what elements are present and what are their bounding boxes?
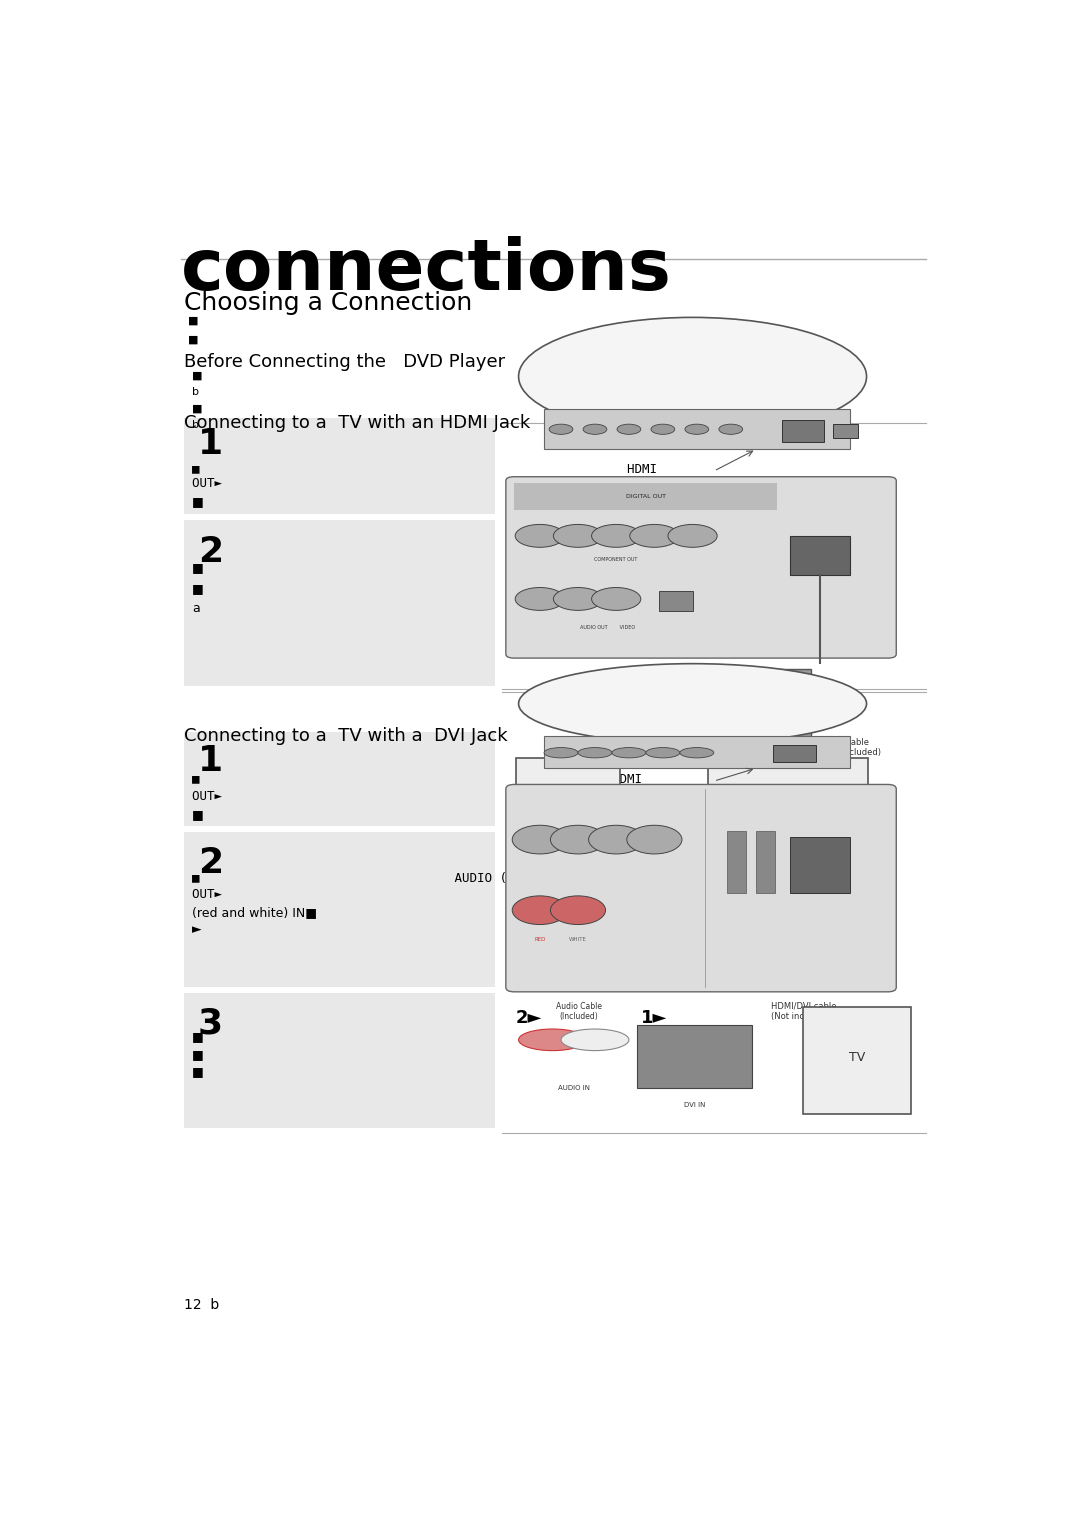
Text: Audio Cable
(Included): Audio Cable (Included) [555,1001,602,1021]
Text: ■                                  AUDIO (red and white): ■ AUDIO (red and white) [192,872,612,885]
Text: Connecting to a  TV with an HDMI Jack: Connecting to a TV with an HDMI Jack [184,415,530,433]
FancyBboxPatch shape [184,992,495,1128]
Text: ■: ■ [192,404,202,413]
Text: 2: 2 [198,535,222,568]
Text: 1: 1 [198,744,222,777]
Text: OUT►                                              HDMI IN►: OUT► HDMI IN► [192,477,626,491]
FancyBboxPatch shape [184,520,495,686]
Text: ■: ■ [192,582,204,594]
Text: a: a [192,602,200,614]
Text: 3: 3 [198,1007,222,1041]
Text: OUT►                                           DVI IN ►: OUT► DVI IN ► [192,789,605,803]
Text: b: b [192,421,199,430]
Text: ■: ■ [192,1030,204,1042]
FancyBboxPatch shape [184,732,495,826]
Text: b: b [192,387,199,398]
Text: connections: connections [181,236,672,305]
Text: ■: ■ [192,808,204,821]
Text: ■: ■ [192,1065,204,1079]
Text: 12  b: 12 b [184,1298,219,1312]
Text: ■                                                       HDMI: ■ HDMI [192,773,642,785]
Text: ■: ■ [192,370,202,381]
Text: (red and white) IN■: (red and white) IN■ [192,905,316,919]
Text: 1: 1 [198,427,222,460]
Text: Before Connecting the   DVD Player: Before Connecting the DVD Player [184,354,504,370]
Text: Choosing a Connection: Choosing a Connection [184,291,472,315]
Text: 1►: 1► [640,1009,667,1027]
Text: ■: ■ [188,315,199,326]
Text: ■: ■ [192,1047,204,1061]
FancyBboxPatch shape [184,832,495,986]
Text: 2►: 2► [515,1009,541,1027]
Text: ■: ■ [188,334,199,344]
Text: ■: ■ [192,561,204,573]
Text: 2: 2 [198,846,222,879]
FancyBboxPatch shape [184,418,495,514]
Text: ►: ► [192,924,202,936]
Text: ■: ■ [192,495,204,507]
Text: HDMI/DVI cable
(Not included): HDMI/DVI cable (Not included) [771,1001,837,1021]
Text: Connecting to a  TV with a  DVI Jack: Connecting to a TV with a DVI Jack [184,727,508,745]
Text: OUT►                                              AUDIO: OUT► AUDIO [192,888,605,901]
Text: HDMI cable
(Not included): HDMI cable (Not included) [821,738,881,757]
Text: ■                                                         HDMI: ■ HDMI [192,462,657,475]
